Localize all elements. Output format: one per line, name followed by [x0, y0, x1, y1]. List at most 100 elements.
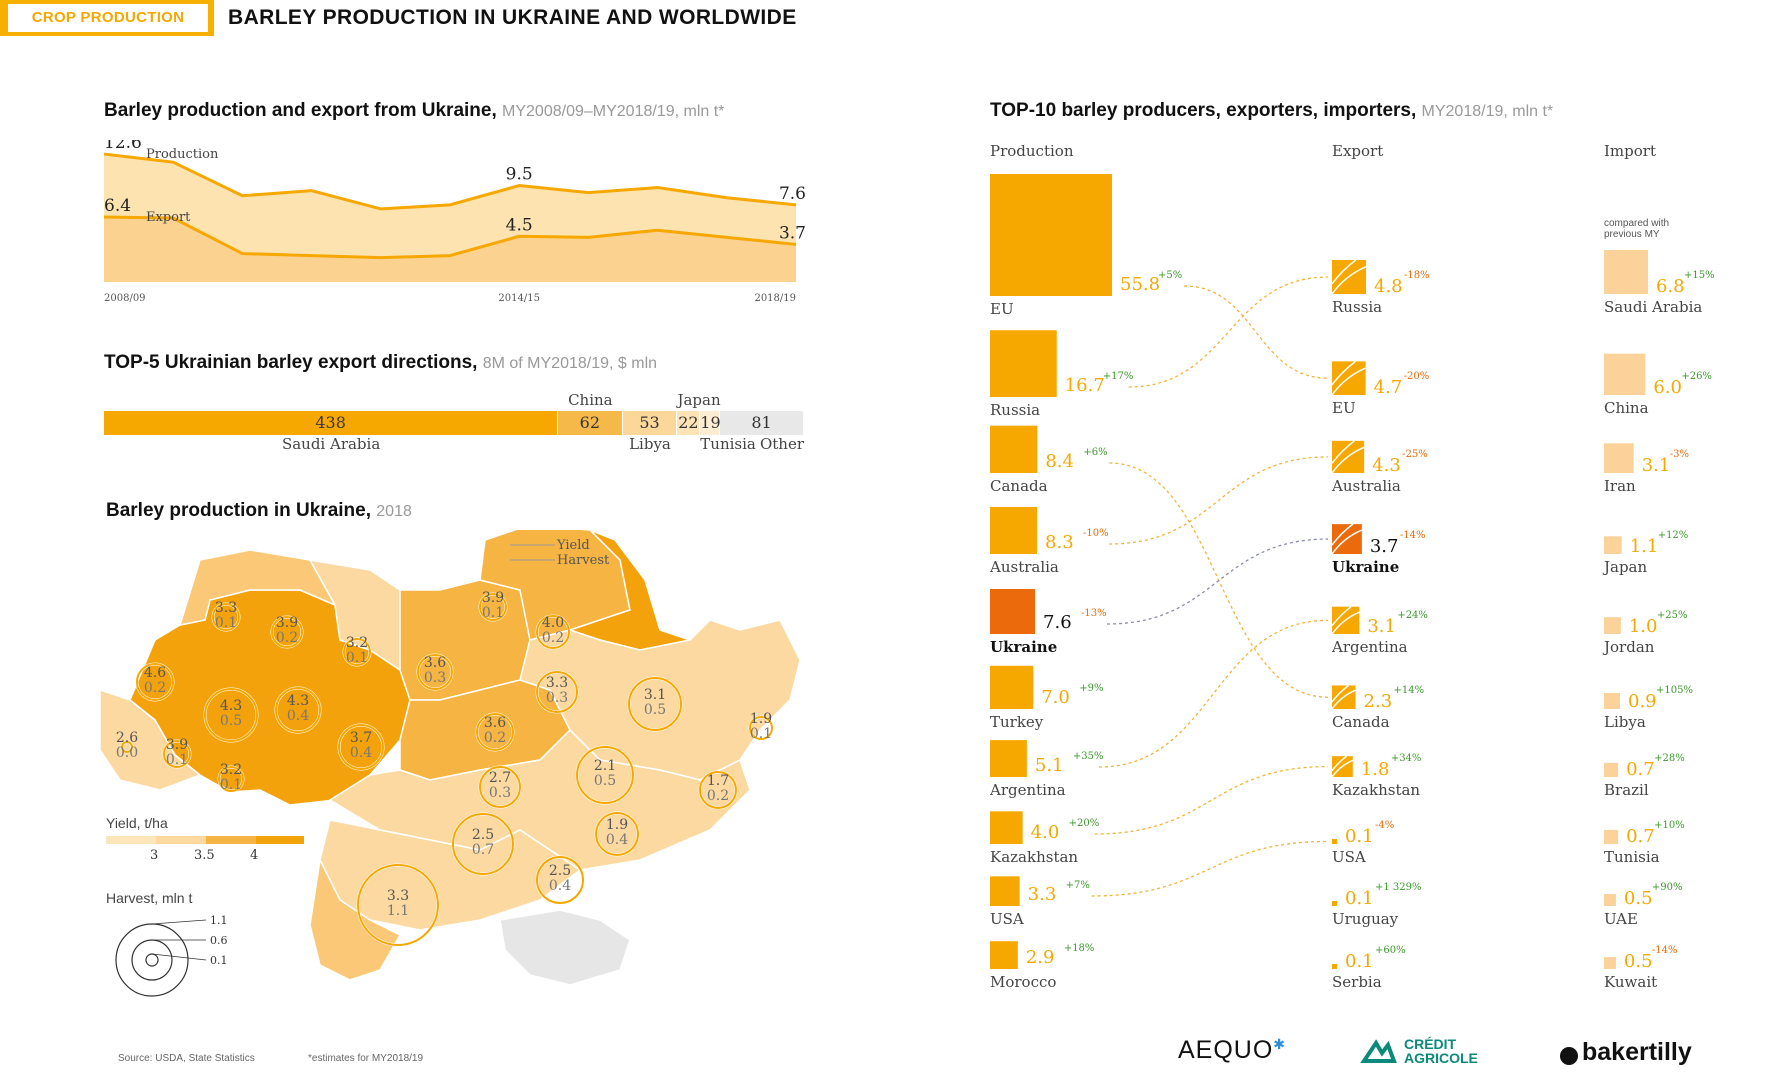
export-box [1332, 964, 1337, 969]
map-marker: 4.60.2 [135, 662, 175, 702]
production-value: 16.7 [1065, 375, 1105, 396]
export-value: 2.3 [1364, 691, 1393, 712]
export-country: Russia [1332, 298, 1382, 316]
production-country: EU [990, 300, 1014, 318]
import-country: UAE [1604, 910, 1638, 928]
import-value: 0.7 [1626, 759, 1655, 780]
column-import-header: Import [1604, 142, 1656, 160]
map-marker: 2.10.5 [575, 745, 635, 805]
export-value: 4.8 [1374, 276, 1403, 297]
import-value: 0.7 [1626, 826, 1655, 847]
export-value: 3.1 [1367, 616, 1396, 637]
harvest-circle [595, 812, 639, 856]
harvest-circle [204, 688, 258, 742]
top10-title: TOP-10 barley producers, exporters, impo… [990, 100, 1553, 122]
import-change: +26% [1681, 371, 1712, 382]
map-marker: 3.90.2 [270, 615, 304, 649]
connector-australia [1109, 456, 1329, 545]
data-label: 3.7 [779, 223, 806, 243]
map-regions [100, 530, 801, 986]
stack-segment: 53 [622, 411, 677, 435]
harvest-legend-leader-3 [151, 953, 207, 961]
production-value: 8.3 [1045, 532, 1074, 553]
harvest-circle [479, 766, 521, 808]
import-change: +105% [1656, 685, 1693, 696]
production-country: Russia [990, 401, 1040, 419]
production-export-chart: Production Export 12.6 9.5 7.6 6.4 4.5 3.7 2008/… [103, 140, 806, 304]
export-value: 0.1 [1345, 826, 1374, 847]
x-tick-label: 2008/09 [104, 293, 146, 304]
area-export [104, 217, 796, 282]
stack-segment: 22 [677, 411, 700, 435]
region-yield: 3.9 [482, 590, 504, 606]
export-country: EU [1332, 399, 1356, 417]
yield-legend-tick-1: 3 [150, 848, 159, 863]
line-production [103, 152, 797, 211]
import-box [1604, 957, 1616, 969]
map-region-southwest [100, 689, 202, 791]
region-harvest: 0.1 [220, 777, 242, 793]
region-yield: 4.3 [287, 693, 309, 709]
import-value: 6.8 [1656, 276, 1685, 297]
import-box [1604, 692, 1621, 709]
import-box [1604, 443, 1634, 473]
export-country: Serbia [1332, 973, 1382, 991]
production-value: 55.8 [1120, 274, 1160, 295]
map-marker: 4.30.4 [274, 686, 322, 734]
production-box [990, 425, 1038, 473]
map-callout-harvest: Harvest [557, 553, 610, 568]
production-box [990, 665, 1034, 709]
import-box [1604, 617, 1621, 634]
region-harvest: 0.1 [750, 726, 772, 742]
credit-agricole-logo-line-1: CRÉDIT [1404, 1036, 1457, 1052]
production-box [990, 588, 1036, 634]
production-change: -13% [1081, 608, 1107, 619]
compared-note-line-1: compared with [1604, 218, 1670, 229]
import-country: Saudi Arabia [1604, 298, 1702, 316]
series-label-production: Production [146, 147, 219, 162]
harvest-circle [338, 724, 384, 770]
region-harvest: 1.1 [387, 903, 409, 919]
map-marker: 3.60.2 [475, 712, 515, 752]
production-change: -10% [1083, 528, 1109, 539]
map-region-zhytomyr [308, 559, 401, 672]
line-export [103, 215, 797, 260]
map-marker: 1.90.4 [594, 811, 640, 857]
import-change: +90% [1652, 882, 1683, 893]
export-change: -25% [1402, 449, 1428, 460]
map-marker: 1.90.1 [748, 711, 774, 742]
ukraine-barley-map: 3.30.1 3.90.2 3.20.13.90.14.00.24.60.24.30… [100, 530, 801, 986]
export-value: 4.7 [1374, 377, 1403, 398]
import-value: 0.5 [1624, 951, 1653, 972]
production-change: +17% [1103, 371, 1134, 382]
production-value: 2.9 [1026, 947, 1055, 968]
production-country: Canada [990, 477, 1048, 495]
harvest-circle [479, 593, 507, 621]
export-change: -4% [1375, 820, 1394, 831]
map-marker: 3.60.3 [416, 653, 454, 691]
yield-legend-swatch-3 [206, 836, 256, 844]
x-tick-label: 2014/15 [498, 293, 540, 304]
export-change: -20% [1404, 371, 1430, 382]
region-harvest: 0.5 [594, 773, 616, 789]
production-export-title: Barley production and export from Ukrain… [104, 100, 724, 122]
import-country: Iran [1604, 477, 1636, 495]
import-change: -14% [1652, 945, 1678, 956]
harvest-circle [357, 864, 439, 946]
production-country: Ukraine [990, 638, 1057, 656]
yield-legend-tick-3: 4 [250, 848, 259, 863]
region-yield: 2.7 [489, 770, 511, 786]
region-harvest: 0.3 [489, 785, 511, 801]
region-yield: 3.6 [424, 655, 446, 671]
production-box [990, 506, 1038, 554]
export-value: 0.1 [1345, 888, 1374, 909]
import-country: Japan [1602, 558, 1648, 576]
export-value: 3.7 [1370, 536, 1399, 557]
map-marker: 2.70.3 [478, 765, 522, 809]
production-country: Australia [989, 558, 1059, 576]
region-harvest: 0.1 [482, 605, 504, 621]
yield-legend-scale [106, 836, 304, 844]
region-harvest: 0.4 [350, 745, 372, 761]
region-yield: 1.7 [707, 773, 729, 789]
